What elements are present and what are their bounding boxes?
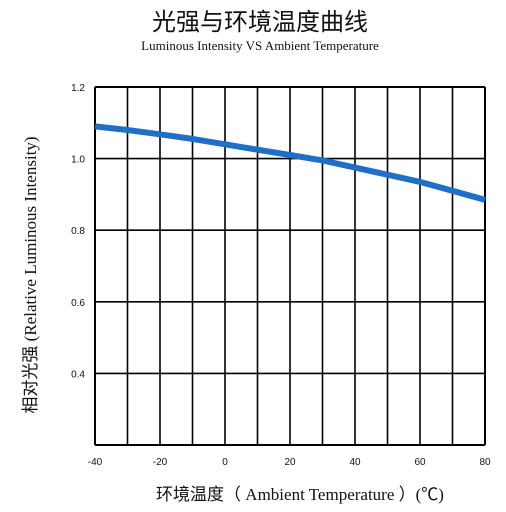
x-tick-label: 40 — [349, 457, 361, 468]
x-axis-label: 环境温度（ Ambient Temperature ）(℃) — [156, 485, 444, 504]
chart-subtitle: Luminous Intensity VS Ambient Temperatur… — [141, 38, 379, 53]
series-layer — [94, 123, 486, 203]
x-tick-label: 0 — [222, 457, 228, 468]
series-line — [94, 123, 486, 203]
y-tick-label: 0.6 — [71, 298, 85, 309]
x-tick-label: -20 — [153, 457, 168, 468]
y-tick-label: 0.4 — [71, 369, 85, 380]
tick-labels: -40 -20 0 20 40 60 80 0.4 0.6 0.8 1.0 1.2 — [71, 83, 491, 468]
x-tick-label: 20 — [284, 457, 296, 468]
chart-title: 光强与环境温度曲线 — [152, 8, 368, 36]
x-tick-label: -40 — [88, 457, 103, 468]
y-tick-label: 1.2 — [71, 83, 85, 94]
y-tick-label: 0.8 — [71, 226, 85, 237]
y-tick-label: 1.0 — [71, 155, 85, 166]
y-axis-label: 相对光强 (Relative Luminous Intensity) — [21, 136, 40, 413]
x-tick-label: 80 — [479, 457, 491, 468]
grid — [94, 86, 486, 446]
x-tick-label: 60 — [414, 457, 426, 468]
